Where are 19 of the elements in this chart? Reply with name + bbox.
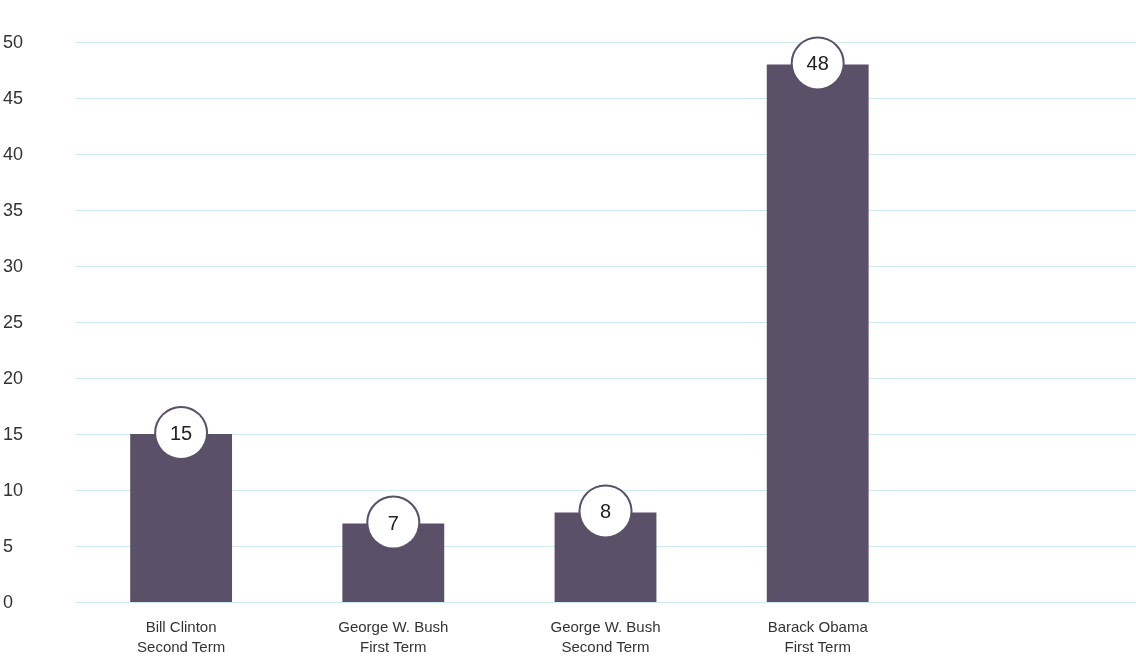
y-tick-label: 35	[3, 200, 24, 220]
data-label: 7	[387, 511, 399, 534]
x-tick-label: George W. Bush Second Term	[550, 617, 661, 655]
y-tick-label: 0	[3, 592, 14, 612]
x-tick-label: Barack Obama First Term	[767, 617, 869, 655]
y-tick-label: 25	[3, 312, 24, 332]
x-tick-label: George W. Bush First Term	[338, 617, 449, 655]
y-tick-label: 40	[3, 144, 24, 164]
data-label: 8	[599, 500, 612, 523]
y-tick-label: 15	[3, 424, 24, 444]
data-label: 15	[169, 422, 193, 444]
y-tick-label: 10	[3, 480, 24, 500]
y-tick-label: 50	[3, 32, 24, 52]
y-tick-label: 5	[3, 536, 14, 556]
y-tick-label: 30	[3, 256, 24, 276]
x-tick-label: Bill Clinton Second Term	[137, 617, 226, 655]
data-label: 48	[806, 52, 829, 75]
y-tick-label: 45	[3, 88, 24, 108]
y-tick-label: 20	[3, 368, 24, 388]
